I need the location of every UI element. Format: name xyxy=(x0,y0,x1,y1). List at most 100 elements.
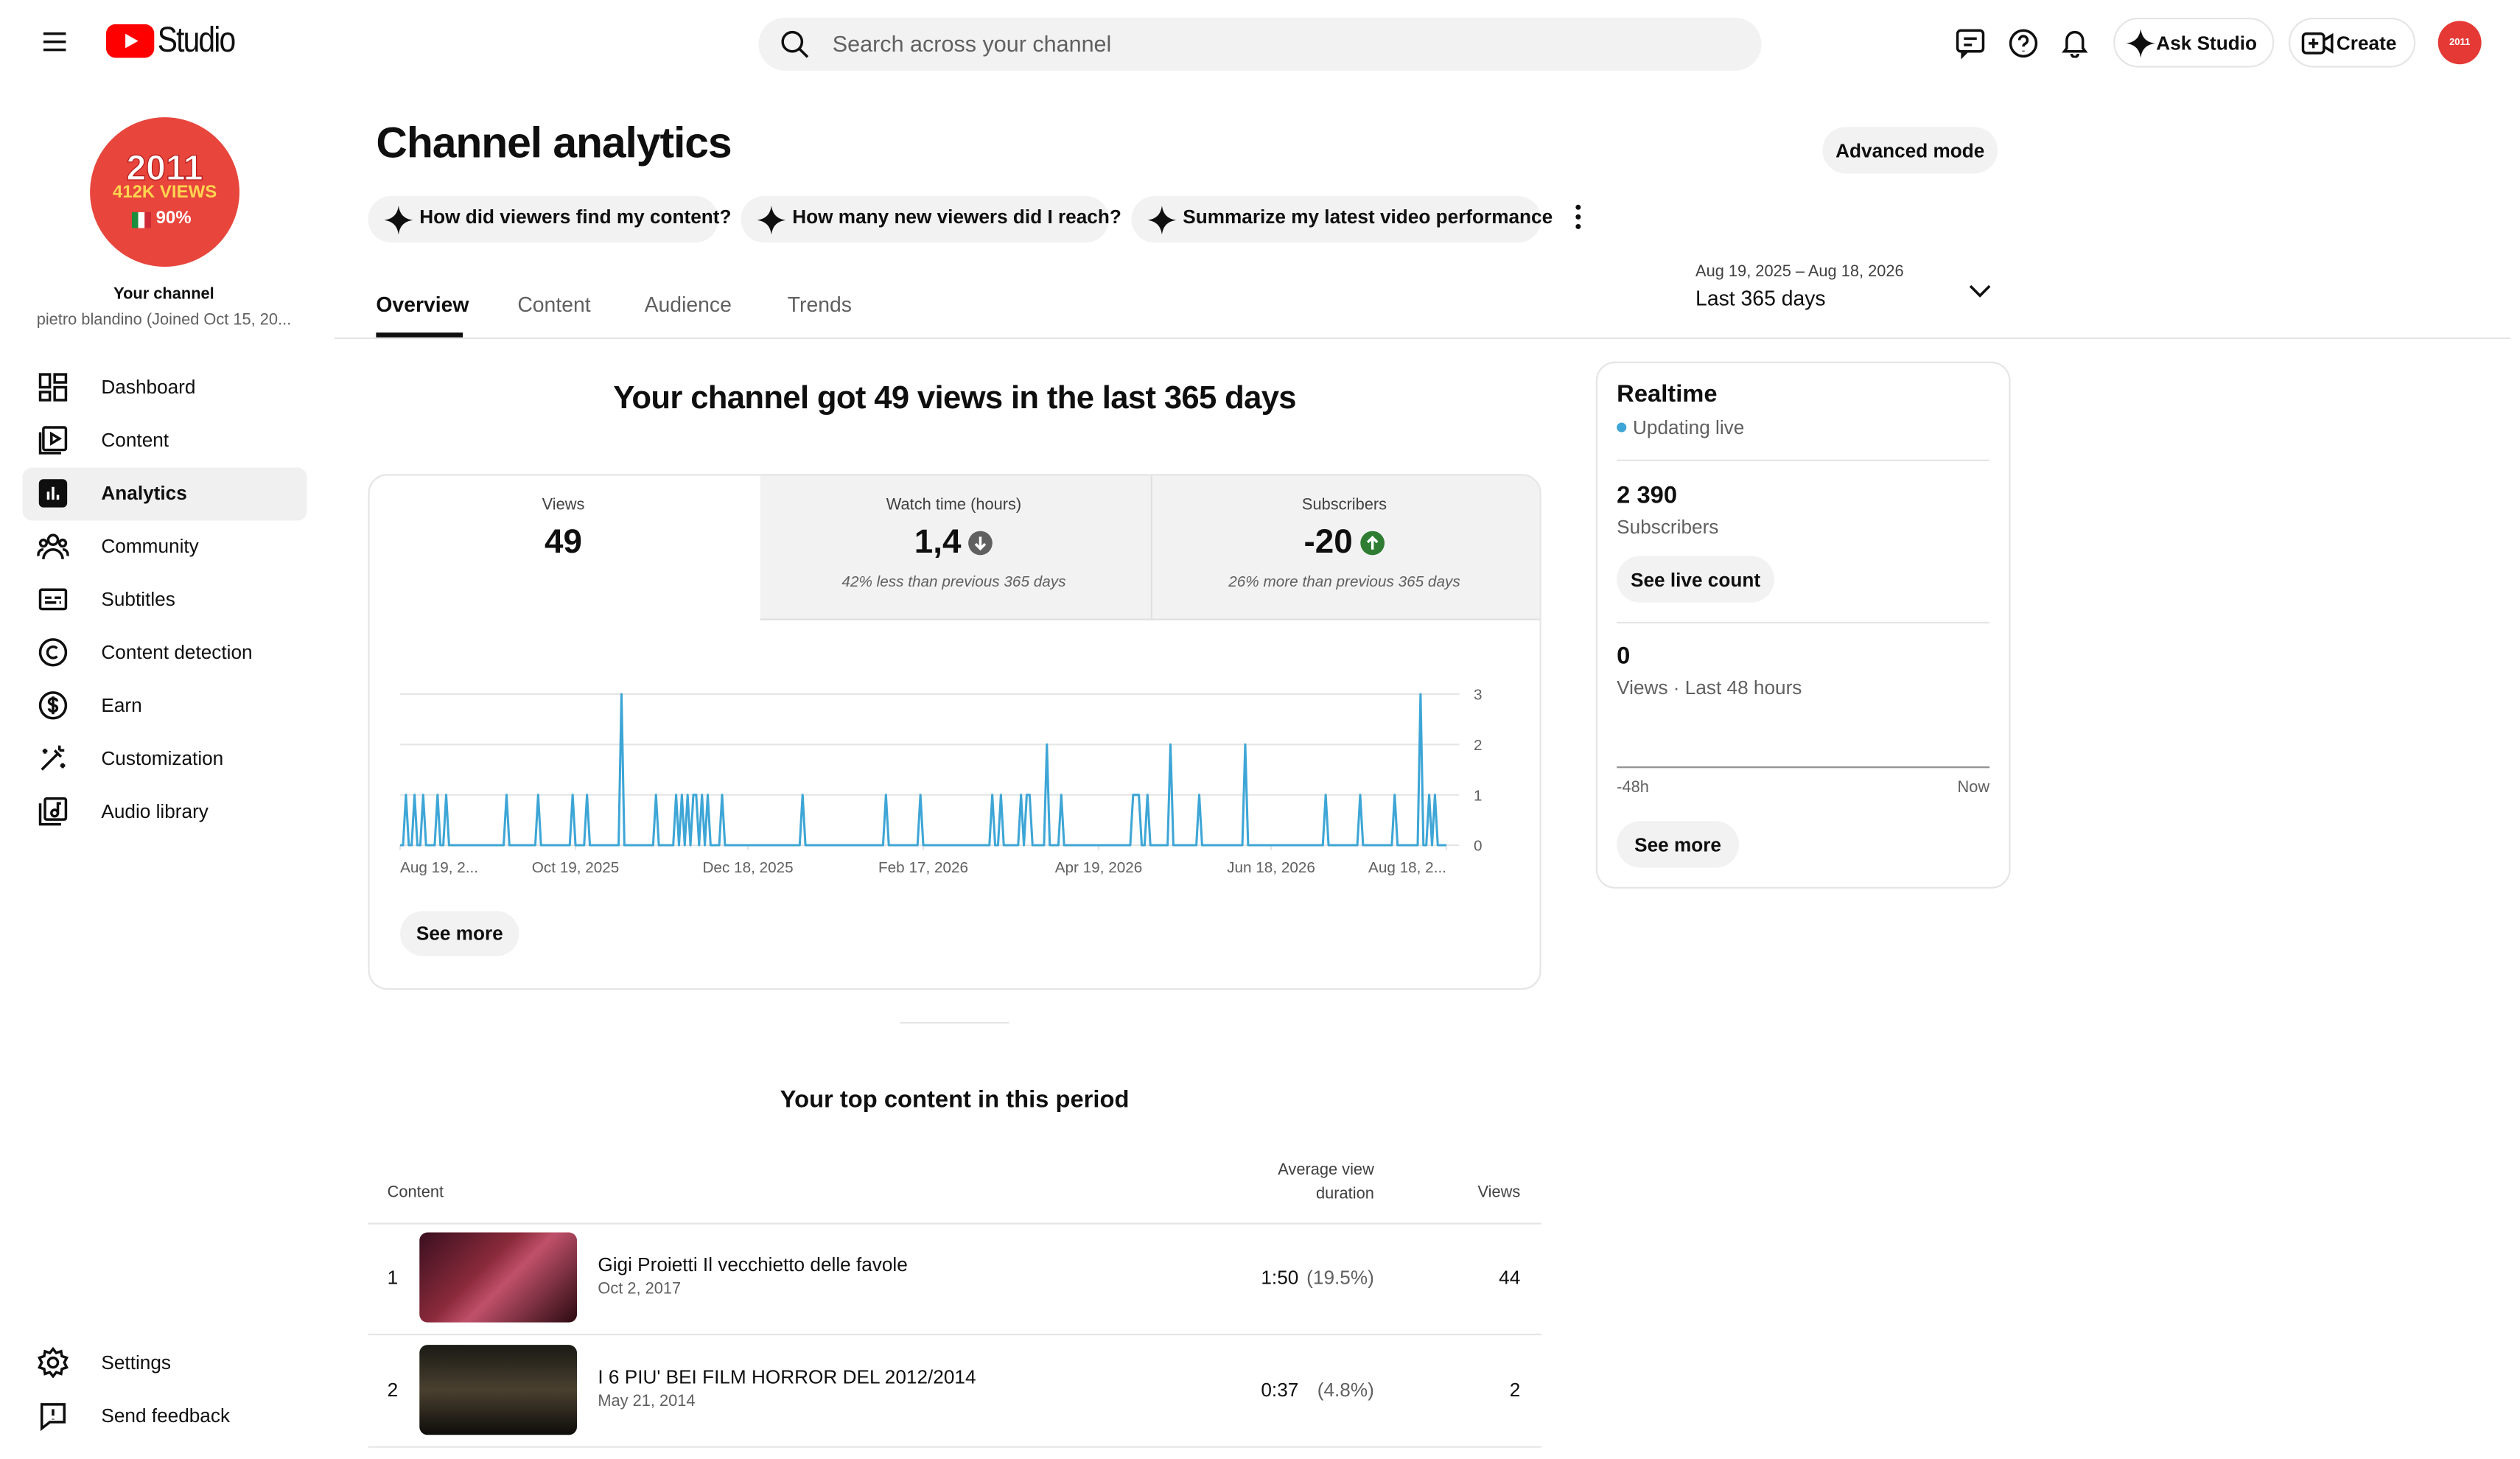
avatar-year: 2011 xyxy=(126,147,203,189)
nav-item[interactable]: Send feedback xyxy=(101,1404,231,1427)
nav-icon xyxy=(38,691,68,720)
tab[interactable]: Trends xyxy=(787,292,852,317)
nav-icon xyxy=(41,745,66,771)
nav-item[interactable]: Dashboard xyxy=(101,376,196,399)
realtime-see-more-label: See more xyxy=(1634,833,1721,856)
x-tick-label: Dec 18, 2025 xyxy=(702,859,793,876)
column-content: Content xyxy=(387,1184,444,1203)
suggestion-chip[interactable] xyxy=(741,196,1109,243)
date-range-label[interactable]: Last 365 days xyxy=(1695,286,1826,310)
see-more-button[interactable]: See more xyxy=(400,911,519,956)
video-thumbnail[interactable] xyxy=(419,1345,578,1435)
nav-item[interactable]: Earn xyxy=(101,694,142,717)
spark-icon xyxy=(384,206,413,235)
nav-item[interactable]: Customization xyxy=(101,746,224,770)
nav-item[interactable]: Community xyxy=(101,535,199,558)
stat-label[interactable]: Subscribers xyxy=(1301,496,1387,514)
logo-icon[interactable] xyxy=(105,24,155,60)
spark-icon xyxy=(757,206,786,235)
realtime-status: Updating live xyxy=(1632,416,1745,439)
row-rank: 2 xyxy=(387,1378,399,1402)
nav-icon xyxy=(37,533,69,560)
x-tick-label: Aug 19, 2... xyxy=(400,859,478,876)
account-avatar[interactable]: 2011 xyxy=(2437,21,2482,65)
chip-label: How did viewers find my content? xyxy=(419,206,732,228)
nav-item[interactable]: Content detection xyxy=(101,641,253,664)
advanced-mode-button[interactable]: Advanced mode xyxy=(1822,127,1998,174)
realtime-divider xyxy=(1617,621,1990,624)
advanced-mode-label: Advanced mode xyxy=(1835,139,1985,162)
avatar-views: 412K VIEWS xyxy=(112,183,217,203)
x-tick-label: Apr 19, 2026 xyxy=(1055,859,1143,876)
row-views: 44 xyxy=(1499,1266,1521,1289)
nav-icon xyxy=(38,479,68,508)
nav-icon xyxy=(38,797,68,826)
stat-note: 26% more than previous 365 days xyxy=(1228,573,1460,592)
tab[interactable]: Audience xyxy=(644,292,732,317)
avg-percent: (4.8%) xyxy=(1317,1378,1374,1402)
channel-label: Your channel xyxy=(113,286,214,304)
help-icon[interactable] xyxy=(2007,27,2040,60)
x-tick-label: Jun 18, 2026 xyxy=(1227,859,1315,876)
row-views: 2 xyxy=(1509,1378,1521,1402)
realtime-baseline xyxy=(1617,766,1990,769)
spark-icon xyxy=(2126,29,2155,58)
create-icon xyxy=(2301,32,2334,55)
stat-separator xyxy=(1150,475,1152,620)
channel-avatar[interactable] xyxy=(90,117,239,267)
date-chevron[interactable] xyxy=(1967,279,1993,302)
see-more-label: See more xyxy=(416,922,503,945)
suggestion-chip[interactable] xyxy=(1131,196,1541,243)
menu-icon[interactable] xyxy=(41,27,69,56)
nav-item[interactable]: Subtitles xyxy=(101,588,175,611)
chip-label: Summarize my latest video performance xyxy=(1183,206,1553,228)
stat-bottom-border xyxy=(760,618,1540,620)
y-tick-label: 2 xyxy=(1474,737,1483,754)
video-date: May 21, 2014 xyxy=(598,1393,696,1411)
x-tick-label: Oct 19, 2025 xyxy=(532,859,620,876)
x-tick-label: Feb 17, 2026 xyxy=(878,859,968,876)
tab-underline xyxy=(376,332,463,337)
spark-icon xyxy=(1147,206,1177,235)
brand: Studio xyxy=(157,19,236,60)
column-views: Views xyxy=(1477,1184,1521,1203)
avg-duration: 1:50 xyxy=(1261,1266,1299,1289)
video-title[interactable]: I 6 PIU' BEI FILM HORROR DEL 2012/2014 xyxy=(598,1365,976,1389)
search-icon[interactable] xyxy=(780,29,812,61)
row-divider xyxy=(368,1222,1541,1225)
nav-item[interactable]: Analytics xyxy=(101,482,187,505)
realtime-views-label: Views · Last 48 hours xyxy=(1617,676,1802,699)
flag-icon xyxy=(131,211,152,228)
search-box[interactable] xyxy=(758,17,1762,71)
nav-item[interactable]: Audio library xyxy=(101,800,209,823)
create-label: Create xyxy=(2336,31,2397,55)
suggestion-chip[interactable] xyxy=(368,196,718,243)
video-title[interactable]: Gigi Proietti Il vecchietto delle favole xyxy=(598,1253,908,1276)
realtime-card xyxy=(1595,361,2011,889)
tab[interactable]: Overview xyxy=(376,292,469,317)
realtime-see-more[interactable]: See more xyxy=(1617,821,1739,868)
more-icon[interactable] xyxy=(1569,203,1588,231)
messages-icon[interactable] xyxy=(1954,27,1987,60)
y-tick-label: 1 xyxy=(1474,787,1483,804)
realtime-start: -48h xyxy=(1617,779,1649,797)
row-divider xyxy=(368,1333,1541,1336)
notifications-icon[interactable] xyxy=(2059,26,2091,58)
ask-studio-label: Ask Studio xyxy=(2156,31,2257,55)
nav-item[interactable]: Settings xyxy=(101,1351,171,1374)
row-divider xyxy=(368,1446,1541,1448)
stat-label[interactable]: Watch time (hours) xyxy=(886,496,1022,514)
avatar-text: 2011 xyxy=(2449,38,2471,48)
stat-value: 1,4 xyxy=(914,523,962,561)
tab[interactable]: Content xyxy=(517,292,591,317)
stat-label[interactable]: Views xyxy=(542,496,585,514)
chip-label: How many new viewers did I reach? xyxy=(792,206,1121,228)
live-dot xyxy=(1617,422,1627,433)
video-thumbnail[interactable] xyxy=(419,1232,578,1323)
realtime-subscribers-label: Subscribers xyxy=(1617,515,1719,539)
y-tick-label: 0 xyxy=(1474,838,1483,855)
page-title: Channel analytics xyxy=(376,119,732,167)
nav-item[interactable]: Content xyxy=(101,429,169,452)
stat-value: -20 xyxy=(1303,523,1353,561)
live-count-button[interactable]: See live count xyxy=(1617,556,1774,603)
